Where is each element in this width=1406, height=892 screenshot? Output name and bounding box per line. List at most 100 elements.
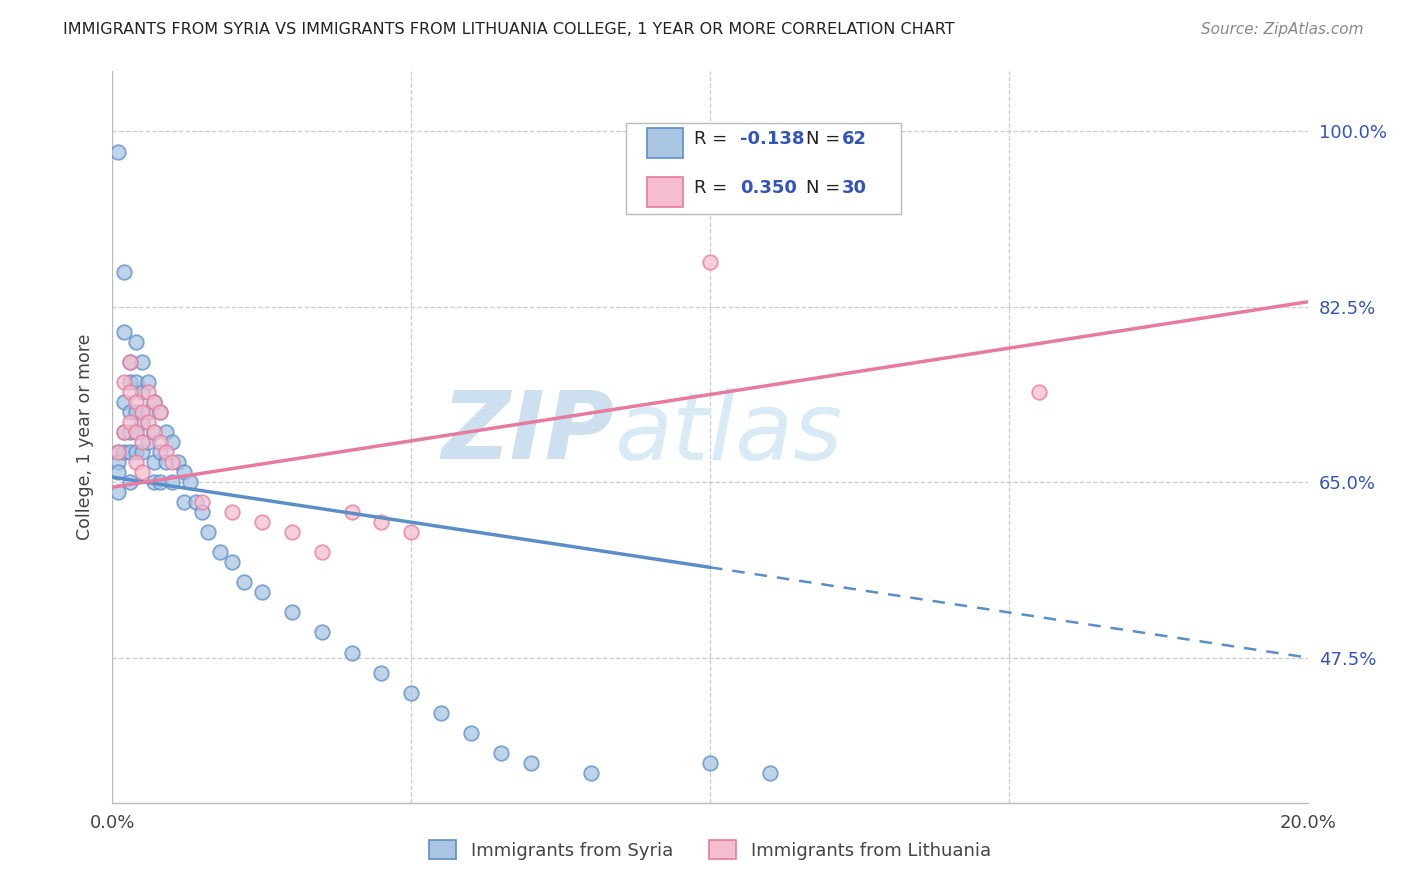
Text: N =: N = xyxy=(806,130,845,148)
Point xyxy=(197,525,219,540)
Point xyxy=(125,425,148,439)
Point xyxy=(162,435,183,450)
Text: atlas: atlas xyxy=(614,388,842,479)
Point xyxy=(114,325,135,339)
Point xyxy=(131,405,153,419)
Point xyxy=(370,515,392,529)
Point xyxy=(125,334,148,349)
Point xyxy=(114,265,135,279)
Point xyxy=(579,765,602,780)
Point xyxy=(520,756,543,770)
Text: R =: R = xyxy=(695,179,734,197)
Point xyxy=(340,505,363,519)
Point xyxy=(125,405,148,419)
Point xyxy=(114,375,135,389)
Point xyxy=(107,145,129,159)
Point xyxy=(173,495,195,509)
Point xyxy=(143,425,166,439)
Point xyxy=(250,515,273,529)
Point xyxy=(120,355,142,369)
Point xyxy=(155,445,177,459)
Point xyxy=(107,455,129,469)
Point xyxy=(167,455,190,469)
Point xyxy=(1028,384,1050,399)
Point xyxy=(131,465,153,479)
Point xyxy=(138,384,160,399)
Point xyxy=(131,384,153,399)
Text: 0.350: 0.350 xyxy=(740,179,797,197)
Text: 62: 62 xyxy=(842,130,866,148)
Point xyxy=(143,475,166,490)
Point xyxy=(162,455,183,469)
Text: ZIP: ZIP xyxy=(441,387,614,479)
Point xyxy=(149,435,172,450)
Point xyxy=(114,425,135,439)
Point xyxy=(114,445,135,459)
Point xyxy=(311,625,333,640)
Point xyxy=(131,435,153,450)
Point xyxy=(401,525,423,540)
FancyBboxPatch shape xyxy=(627,122,901,214)
Point xyxy=(138,435,160,450)
Point xyxy=(191,495,214,509)
Y-axis label: College, 1 year or more: College, 1 year or more xyxy=(76,334,94,541)
Point xyxy=(759,765,782,780)
Point xyxy=(155,455,177,469)
Point xyxy=(149,405,172,419)
Point xyxy=(120,355,142,369)
Point xyxy=(138,415,160,429)
Point xyxy=(131,355,153,369)
Point xyxy=(131,445,153,459)
Point xyxy=(370,665,392,680)
Point xyxy=(114,425,135,439)
Point xyxy=(250,585,273,599)
Point xyxy=(149,475,172,490)
Point xyxy=(125,425,148,439)
Point xyxy=(699,756,721,770)
Point xyxy=(221,505,243,519)
Point xyxy=(149,445,172,459)
Point xyxy=(125,445,148,459)
Point xyxy=(460,725,482,739)
Point xyxy=(107,445,129,459)
Text: -0.138: -0.138 xyxy=(740,130,804,148)
Text: IMMIGRANTS FROM SYRIA VS IMMIGRANTS FROM LITHUANIA COLLEGE, 1 YEAR OR MORE CORRE: IMMIGRANTS FROM SYRIA VS IMMIGRANTS FROM… xyxy=(63,22,955,37)
Legend: Immigrants from Syria, Immigrants from Lithuania: Immigrants from Syria, Immigrants from L… xyxy=(422,833,998,867)
Point xyxy=(179,475,201,490)
Point xyxy=(120,405,142,419)
Point xyxy=(162,475,183,490)
Text: 30: 30 xyxy=(842,179,866,197)
Point xyxy=(311,545,333,559)
Point xyxy=(340,646,363,660)
Point xyxy=(120,415,142,429)
Point xyxy=(489,746,512,760)
Point xyxy=(430,706,453,720)
FancyBboxPatch shape xyxy=(647,128,682,158)
Point xyxy=(233,575,256,590)
Point xyxy=(131,415,153,429)
Point xyxy=(120,425,142,439)
FancyBboxPatch shape xyxy=(647,178,682,207)
Point xyxy=(114,395,135,409)
Point xyxy=(186,495,208,509)
Text: Source: ZipAtlas.com: Source: ZipAtlas.com xyxy=(1201,22,1364,37)
Text: N =: N = xyxy=(806,179,845,197)
Point xyxy=(221,555,243,569)
Point xyxy=(138,375,160,389)
Point xyxy=(143,395,166,409)
Point xyxy=(107,465,129,479)
Point xyxy=(143,455,166,469)
Point xyxy=(209,545,232,559)
Point xyxy=(173,465,195,479)
Point xyxy=(120,384,142,399)
Point xyxy=(191,505,214,519)
Point xyxy=(107,445,129,459)
Point xyxy=(401,685,423,699)
Point xyxy=(149,405,172,419)
Point xyxy=(120,475,142,490)
Point xyxy=(120,445,142,459)
Point xyxy=(699,254,721,268)
Point xyxy=(120,375,142,389)
Point xyxy=(281,606,304,620)
Point xyxy=(107,485,129,500)
